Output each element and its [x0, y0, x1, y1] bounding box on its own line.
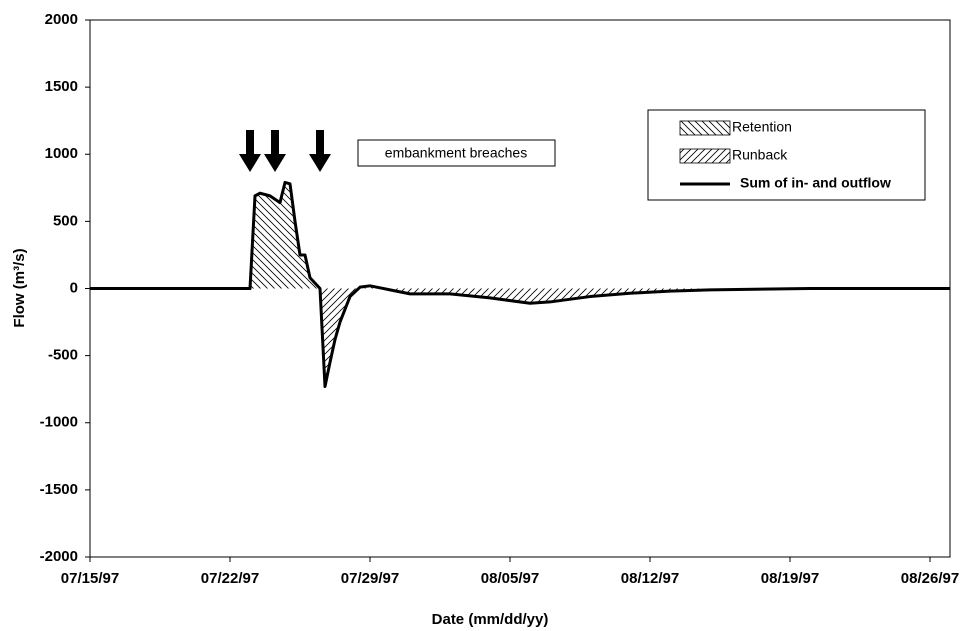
y-tick-label: 1500 [45, 78, 78, 95]
x-tick-label: 07/29/97 [341, 570, 399, 587]
x-tick-label: 07/15/97 [61, 570, 119, 587]
y-tick-label: -1500 [40, 481, 78, 498]
x-tick-label: 07/22/97 [201, 570, 259, 587]
y-tick-label: -500 [48, 347, 78, 364]
y-axis-label: Flow (m³/s) [11, 248, 28, 327]
y-tick-label: -2000 [40, 548, 78, 565]
annotation: embankment breaches [385, 145, 527, 161]
y-tick-label: 0 [70, 279, 78, 296]
annotation-box [357, 139, 556, 167]
y-tick-label: -1000 [40, 414, 78, 431]
x-tick-label: 08/19/97 [761, 570, 819, 587]
legend-label: Retention [732, 119, 792, 135]
y-tick-label: 2000 [45, 11, 78, 28]
legend-swatch [679, 148, 731, 164]
line-series [90, 180, 950, 389]
x-tick-label: 08/26/97 [901, 570, 959, 587]
area-positive [90, 182, 950, 289]
y-tick-label: 500 [53, 212, 78, 229]
legend-label: Runback [732, 147, 788, 163]
x-axis-label: Date (mm/dd/yy) [432, 611, 549, 628]
x-tick-label: 08/05/97 [481, 570, 539, 587]
y-tick-label: 1000 [45, 145, 78, 162]
breach-arrows [239, 130, 331, 172]
area-negative [90, 288, 950, 387]
legend-swatch [679, 120, 731, 136]
legend-label: Sum of in- and outflow [740, 175, 891, 191]
x-tick-label: 08/12/97 [621, 570, 679, 587]
